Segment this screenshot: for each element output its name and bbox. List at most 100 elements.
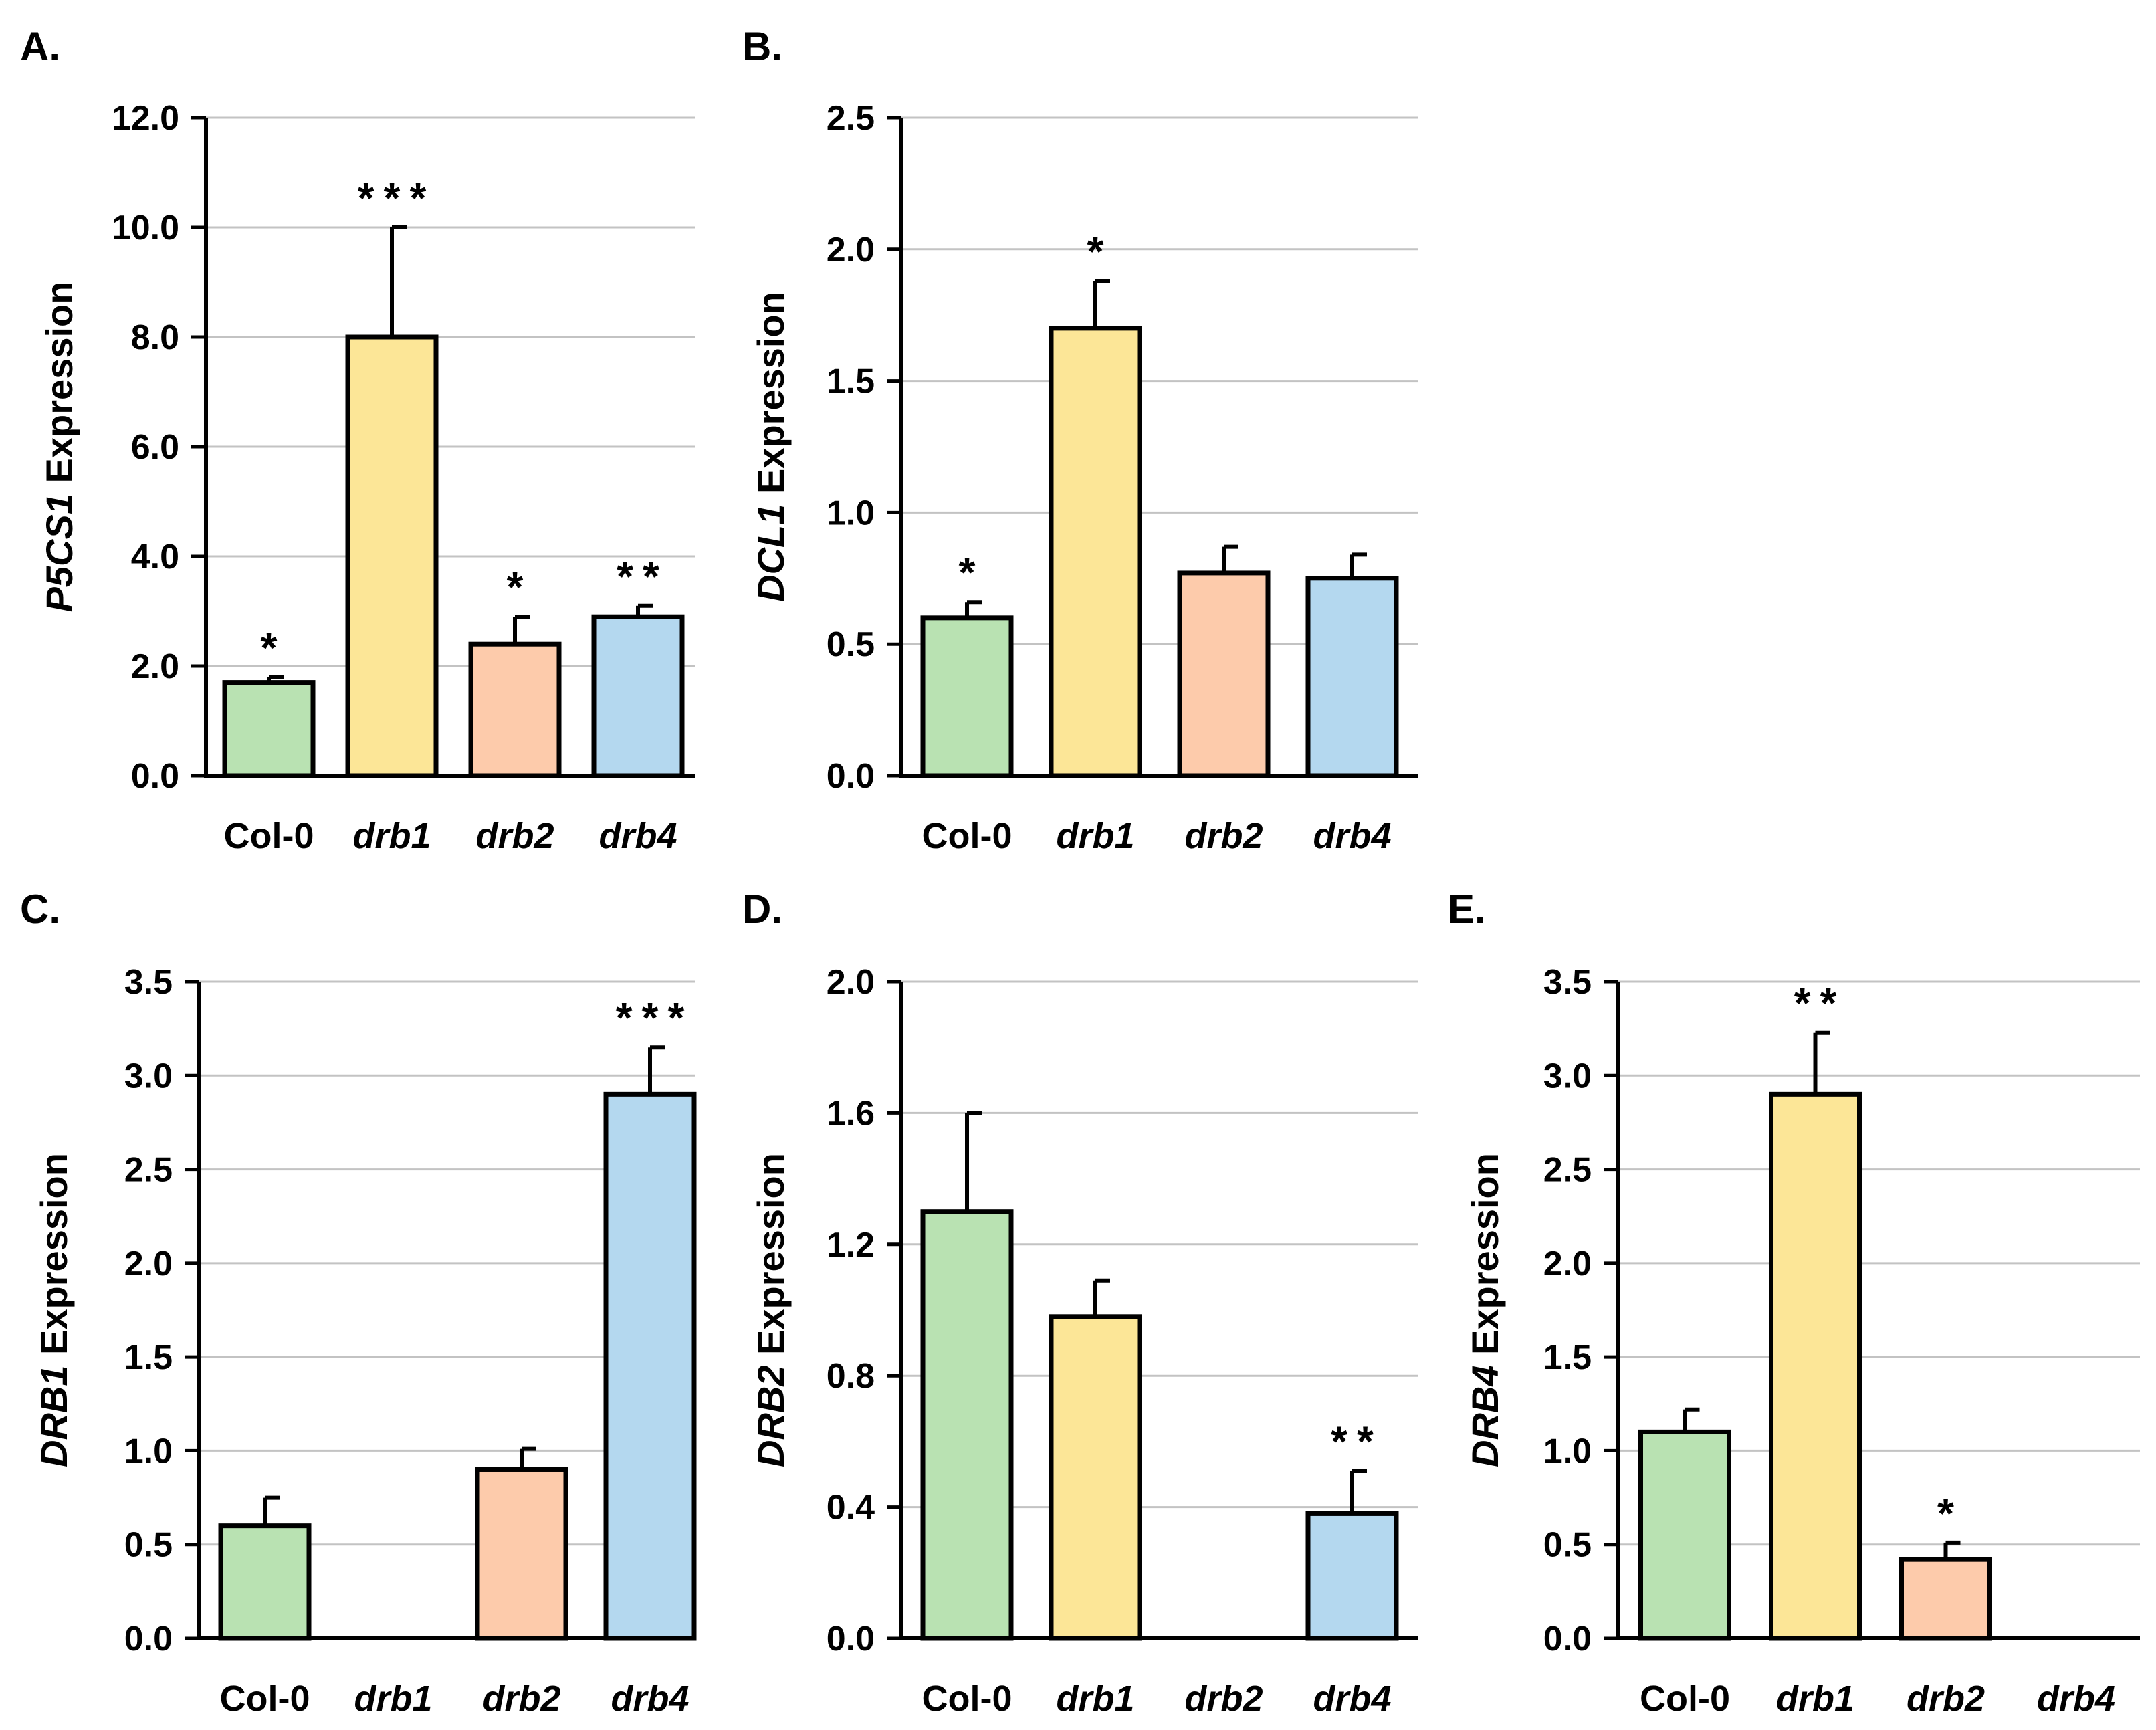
y-tick-label: 1.6 — [827, 1094, 875, 1133]
y-tick-label: 12.0 — [112, 99, 179, 138]
panel-d: D. 0.0 0.4 0.8 1.2 1.6 2.0 DRB2 Expression Col-0… — [742, 887, 1418, 1719]
bar-col-0[interactable] — [222, 680, 316, 778]
y-tick-label: 0.0 — [1543, 1620, 1592, 1658]
y-tick-label: 6.0 — [131, 428, 179, 467]
panel-c: C. 0.0 0.5 1.0 1.5 2.0 2.5 3.0 3.5 DRB1 Expressio… — [20, 887, 697, 1719]
y-axis-gene: DRB4 — [1464, 1366, 1506, 1467]
y-axis-gene: DRB1 — [33, 1366, 75, 1467]
x-tick-label: drb2 — [475, 816, 554, 856]
y-tick-label: 0.5 — [1543, 1526, 1592, 1565]
bar-drb4[interactable] — [1305, 576, 1399, 778]
x-tick-label: drb4 — [599, 816, 677, 856]
x-tick-label: drb4 — [1313, 816, 1391, 856]
bar-col-0[interactable] — [920, 1209, 1014, 1641]
panel-letter: E. — [1448, 887, 1486, 932]
x-tick-label: Col-0 — [224, 816, 314, 856]
y-tick-label: 0.5 — [827, 625, 875, 664]
y-tick-label: 0.0 — [827, 1620, 875, 1658]
y-tick-label: 2.5 — [124, 1151, 173, 1190]
significance-marker: *** — [358, 174, 436, 222]
y-tick-label: 2.0 — [827, 963, 875, 1002]
x-tick-label: drb1 — [354, 1679, 432, 1719]
significance-marker: * — [261, 623, 287, 671]
bar-drb1[interactable] — [1049, 1314, 1142, 1641]
y-tick-label: 0.0 — [124, 1620, 173, 1658]
bar-col-0[interactable] — [920, 615, 1014, 778]
y-tick-label: 1.5 — [827, 362, 875, 401]
y-tick-label: 2.5 — [827, 99, 875, 138]
y-axis-suffix: Expression — [33, 1153, 75, 1365]
y-tick-label: 1.5 — [124, 1338, 173, 1377]
significance-marker: ** — [617, 552, 669, 601]
y-tick-label: 0.0 — [131, 757, 179, 796]
bar-drb1[interactable] — [1049, 326, 1142, 778]
bar-drb1[interactable] — [345, 334, 439, 778]
bar-drb4[interactable] — [591, 614, 685, 778]
x-tick-label: Col-0 — [922, 816, 1012, 856]
significance-marker: * — [507, 563, 533, 611]
y-tick-label: 1.0 — [827, 494, 875, 532]
y-tick-label: 2.0 — [827, 231, 875, 269]
x-tick-label: drb4 — [2037, 1679, 2115, 1719]
panel-a: A. 0.0 2.0 4.0 6.0 8.0 10.0 12.0 P5CS1 Expressio… — [20, 24, 695, 856]
y-tick-label: 2.0 — [1543, 1245, 1592, 1283]
y-axis-suffix: Expression — [38, 282, 80, 494]
y-axis-label: DRB2 Expression — [750, 1153, 792, 1467]
y-tick-label: 1.5 — [1543, 1338, 1592, 1377]
y-tick-label: 1.2 — [827, 1226, 875, 1265]
y-tick-label: 0.0 — [827, 757, 875, 796]
y-axis-label: DRB4 Expression — [1464, 1153, 1506, 1467]
bar-drb1[interactable] — [1769, 1091, 1862, 1641]
x-tick-label: drb2 — [1184, 816, 1263, 856]
y-axis-suffix: Expression — [1464, 1153, 1506, 1365]
panel-letter: C. — [20, 887, 60, 932]
y-tick-label: 8.0 — [131, 318, 179, 357]
y-axis-label: P5CS1 Expression — [38, 282, 80, 613]
panel-letter: B. — [742, 24, 782, 69]
y-axis-suffix: Expression — [750, 292, 792, 504]
significance-marker: * — [1087, 227, 1113, 276]
bar-drb2[interactable] — [1177, 570, 1271, 778]
y-tick-label: 3.0 — [124, 1057, 173, 1095]
y-axis-gene: P5CS1 — [38, 494, 80, 612]
bar-drb2[interactable] — [1899, 1557, 1992, 1641]
y-tick-label: 0.8 — [827, 1357, 875, 1396]
y-tick-label: 3.5 — [124, 963, 173, 1002]
y-axis-label: DRB1 Expression — [33, 1153, 75, 1467]
x-tick-label: drb2 — [1907, 1679, 1985, 1719]
y-tick-label: 2.0 — [124, 1245, 173, 1283]
panel-letter: A. — [20, 24, 60, 69]
x-tick-label: Col-0 — [1640, 1679, 1730, 1719]
bar-drb4[interactable] — [603, 1091, 697, 1641]
y-axis-gene: DCL1 — [750, 504, 792, 602]
x-tick-label: drb2 — [1184, 1679, 1263, 1719]
x-tick-label: drb1 — [1056, 816, 1134, 856]
y-tick-label: 2.0 — [131, 647, 179, 686]
y-tick-label: 2.5 — [1543, 1151, 1592, 1190]
bar-drb2[interactable] — [468, 641, 562, 778]
panel-e: E. 0.0 0.5 1.0 1.5 2.0 2.5 3.0 3.5 DRB4 Expressio… — [1448, 887, 2140, 1719]
y-axis-label: DCL1 Expression — [750, 292, 792, 602]
y-tick-label: 3.0 — [1543, 1057, 1592, 1095]
x-tick-label: Col-0 — [922, 1679, 1012, 1719]
bar-drb2[interactable] — [475, 1467, 568, 1641]
significance-marker: *** — [616, 994, 694, 1042]
panel-b: B. 0.0 0.5 1.0 1.5 2.0 2.5 DCL1 Expression Col-0… — [742, 24, 1418, 856]
x-tick-label: drb4 — [1313, 1679, 1391, 1719]
y-tick-label: 1.0 — [1543, 1432, 1592, 1471]
x-tick-label: drb1 — [1776, 1679, 1854, 1719]
x-tick-label: drb1 — [1056, 1679, 1134, 1719]
bar-col-0[interactable] — [218, 1523, 312, 1641]
significance-marker: * — [1937, 1489, 1963, 1537]
significance-marker: * — [959, 548, 985, 597]
significance-marker: ** — [1794, 979, 1846, 1027]
bar-drb4[interactable] — [1305, 1511, 1399, 1641]
y-axis-suffix: Expression — [750, 1153, 792, 1365]
y-tick-label: 3.5 — [1543, 963, 1592, 1002]
bar-col-0[interactable] — [1638, 1429, 1731, 1641]
x-tick-label: Col-0 — [220, 1679, 310, 1719]
y-tick-label: 0.5 — [124, 1526, 173, 1565]
panel-letter: D. — [742, 887, 782, 932]
y-tick-label: 4.0 — [131, 538, 179, 576]
